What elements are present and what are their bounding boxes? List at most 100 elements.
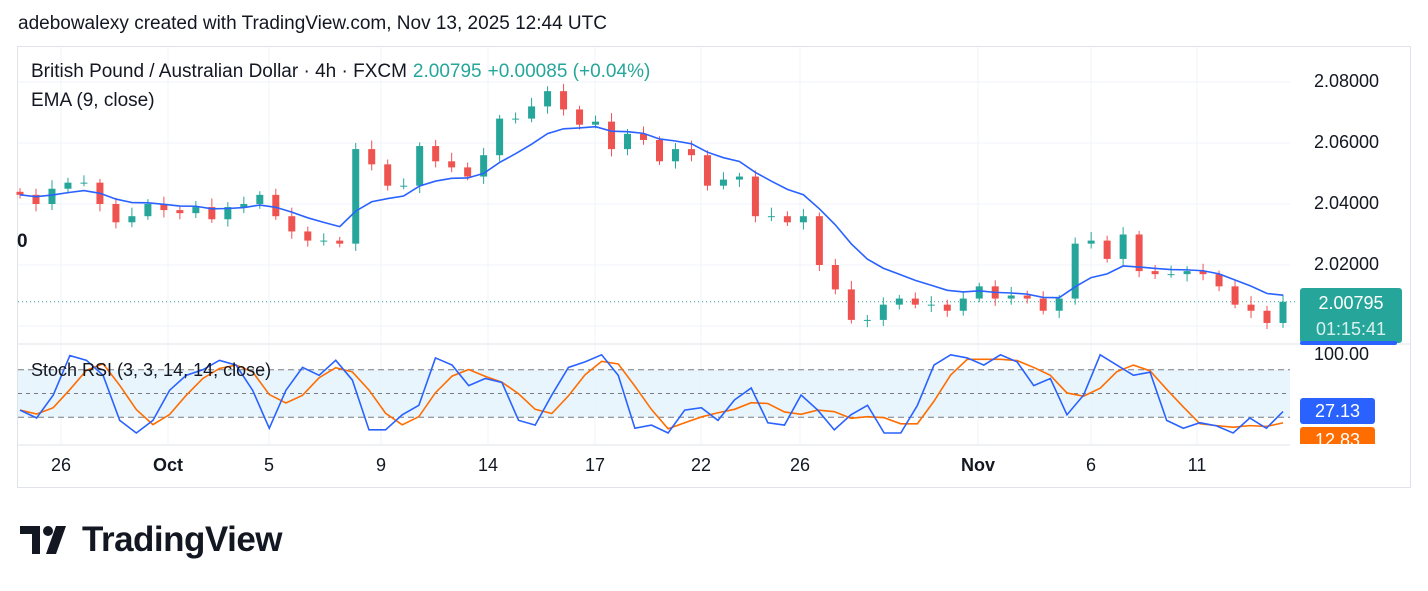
stoch-d-line [19,358,1284,430]
candle-down [1151,271,1159,275]
bar-countdown: 01:15:41 [1315,319,1387,339]
candle-up [512,118,520,120]
candle-down [432,146,440,162]
candle-down [687,149,695,156]
candle-up [400,185,408,187]
candle-down [815,216,823,265]
candle-up [320,240,328,242]
candle-down [703,155,711,186]
time-tick: Nov [960,455,996,475]
candle-up [1167,274,1175,276]
time-tick: 9 [375,455,387,475]
candle-up [80,182,88,184]
last-price: 2.00795 [412,61,482,82]
tradingview-logo[interactable]: TradingView [20,520,283,560]
ema-legend[interactable]: EMA (9, close) [31,90,155,111]
candle-up [863,319,871,321]
candle-up [1183,271,1191,275]
candle-up [959,298,967,311]
current-price-badge: 2.00795 01:15:41 [1300,288,1402,343]
candle-down [1199,271,1207,275]
ema-line [19,125,1284,299]
stoch-rsi-legend[interactable]: Stoch RSI (3, 3, 14, 14, close) [31,360,272,380]
candle-down [576,109,584,125]
candle-down [1039,298,1047,311]
stoch-d-badge: 12.83 [1300,427,1375,444]
candle-up [1279,301,1287,323]
candle-up [128,216,136,223]
candle-up [256,194,264,204]
candle-down [1135,234,1143,272]
candle-up [416,146,424,186]
time-tick: 17 [584,455,606,475]
candle-up [895,298,903,305]
stoch-top-label: 100.00 [1314,344,1370,364]
candle-down [1103,240,1111,259]
candle-up [767,216,775,218]
candle-up [671,149,679,162]
candle-up [240,204,248,208]
candle-down [847,289,855,320]
candle-down [384,164,392,186]
candle-down [112,204,120,223]
candle-up [480,155,488,177]
candle-up [735,176,743,180]
current-price: 2.00795 [1318,293,1384,313]
time-tick: Oct [152,455,184,475]
candle-down [464,167,472,177]
candle-up [975,286,983,299]
candle-up [224,207,232,220]
candle-up [1071,243,1079,299]
credit-text: adebowalexy created with TradingView.com… [18,13,607,34]
candle-down [16,191,24,195]
candle-up [927,304,935,306]
price-change: +0.00085 (+0.04%) [487,61,651,82]
candle-up [544,91,552,107]
candle-up [496,118,504,156]
time-tick: 22 [690,455,712,475]
tradingview-logo-icon [20,526,66,554]
candle-down [608,121,616,150]
candle-up [719,179,727,186]
candle-up [1119,234,1127,259]
candle-down [288,216,296,232]
stoch-band [18,369,1290,418]
price-label: 2.02000 [1314,254,1380,274]
candle-up [352,149,360,244]
ema-price-marker [1300,341,1397,345]
price-label: 2.06000 [1314,132,1380,152]
candle-down [943,304,951,311]
time-tick: 11 [1187,455,1207,475]
chart-frame[interactable] [17,46,1411,488]
candle-down [751,176,759,217]
candle-up [1007,295,1015,299]
candle-down [640,133,648,140]
time-tick: 26 [789,455,811,475]
candle-down [448,161,456,168]
candle-down [1247,304,1255,311]
candle-down [655,139,663,162]
candle-down [160,204,168,211]
candle-up [1087,240,1095,244]
symbol-legend[interactable]: British Pound / Australian Dollar · 4h ·… [31,61,650,83]
time-tick: 26 [50,455,72,475]
cut-off-label: 0 [17,231,28,252]
candle-down [911,298,919,305]
candle-up [879,304,887,320]
price-label: 2.04000 [1314,193,1380,213]
candle-up [192,207,200,214]
candle-down [176,210,184,214]
candle-down [32,194,40,204]
candle-down [783,216,791,223]
symbol-title: British Pound / Australian Dollar · 4h ·… [31,61,407,82]
candle-up [64,182,72,189]
time-tick: 6 [1085,455,1097,475]
candle-down [831,265,839,290]
candle-down [368,149,376,165]
candle-down [1023,295,1031,299]
candle-down [304,231,312,241]
candle-down [336,240,344,244]
time-tick: 14 [477,455,499,475]
stoch-k-badge: 27.13 [1300,398,1375,424]
